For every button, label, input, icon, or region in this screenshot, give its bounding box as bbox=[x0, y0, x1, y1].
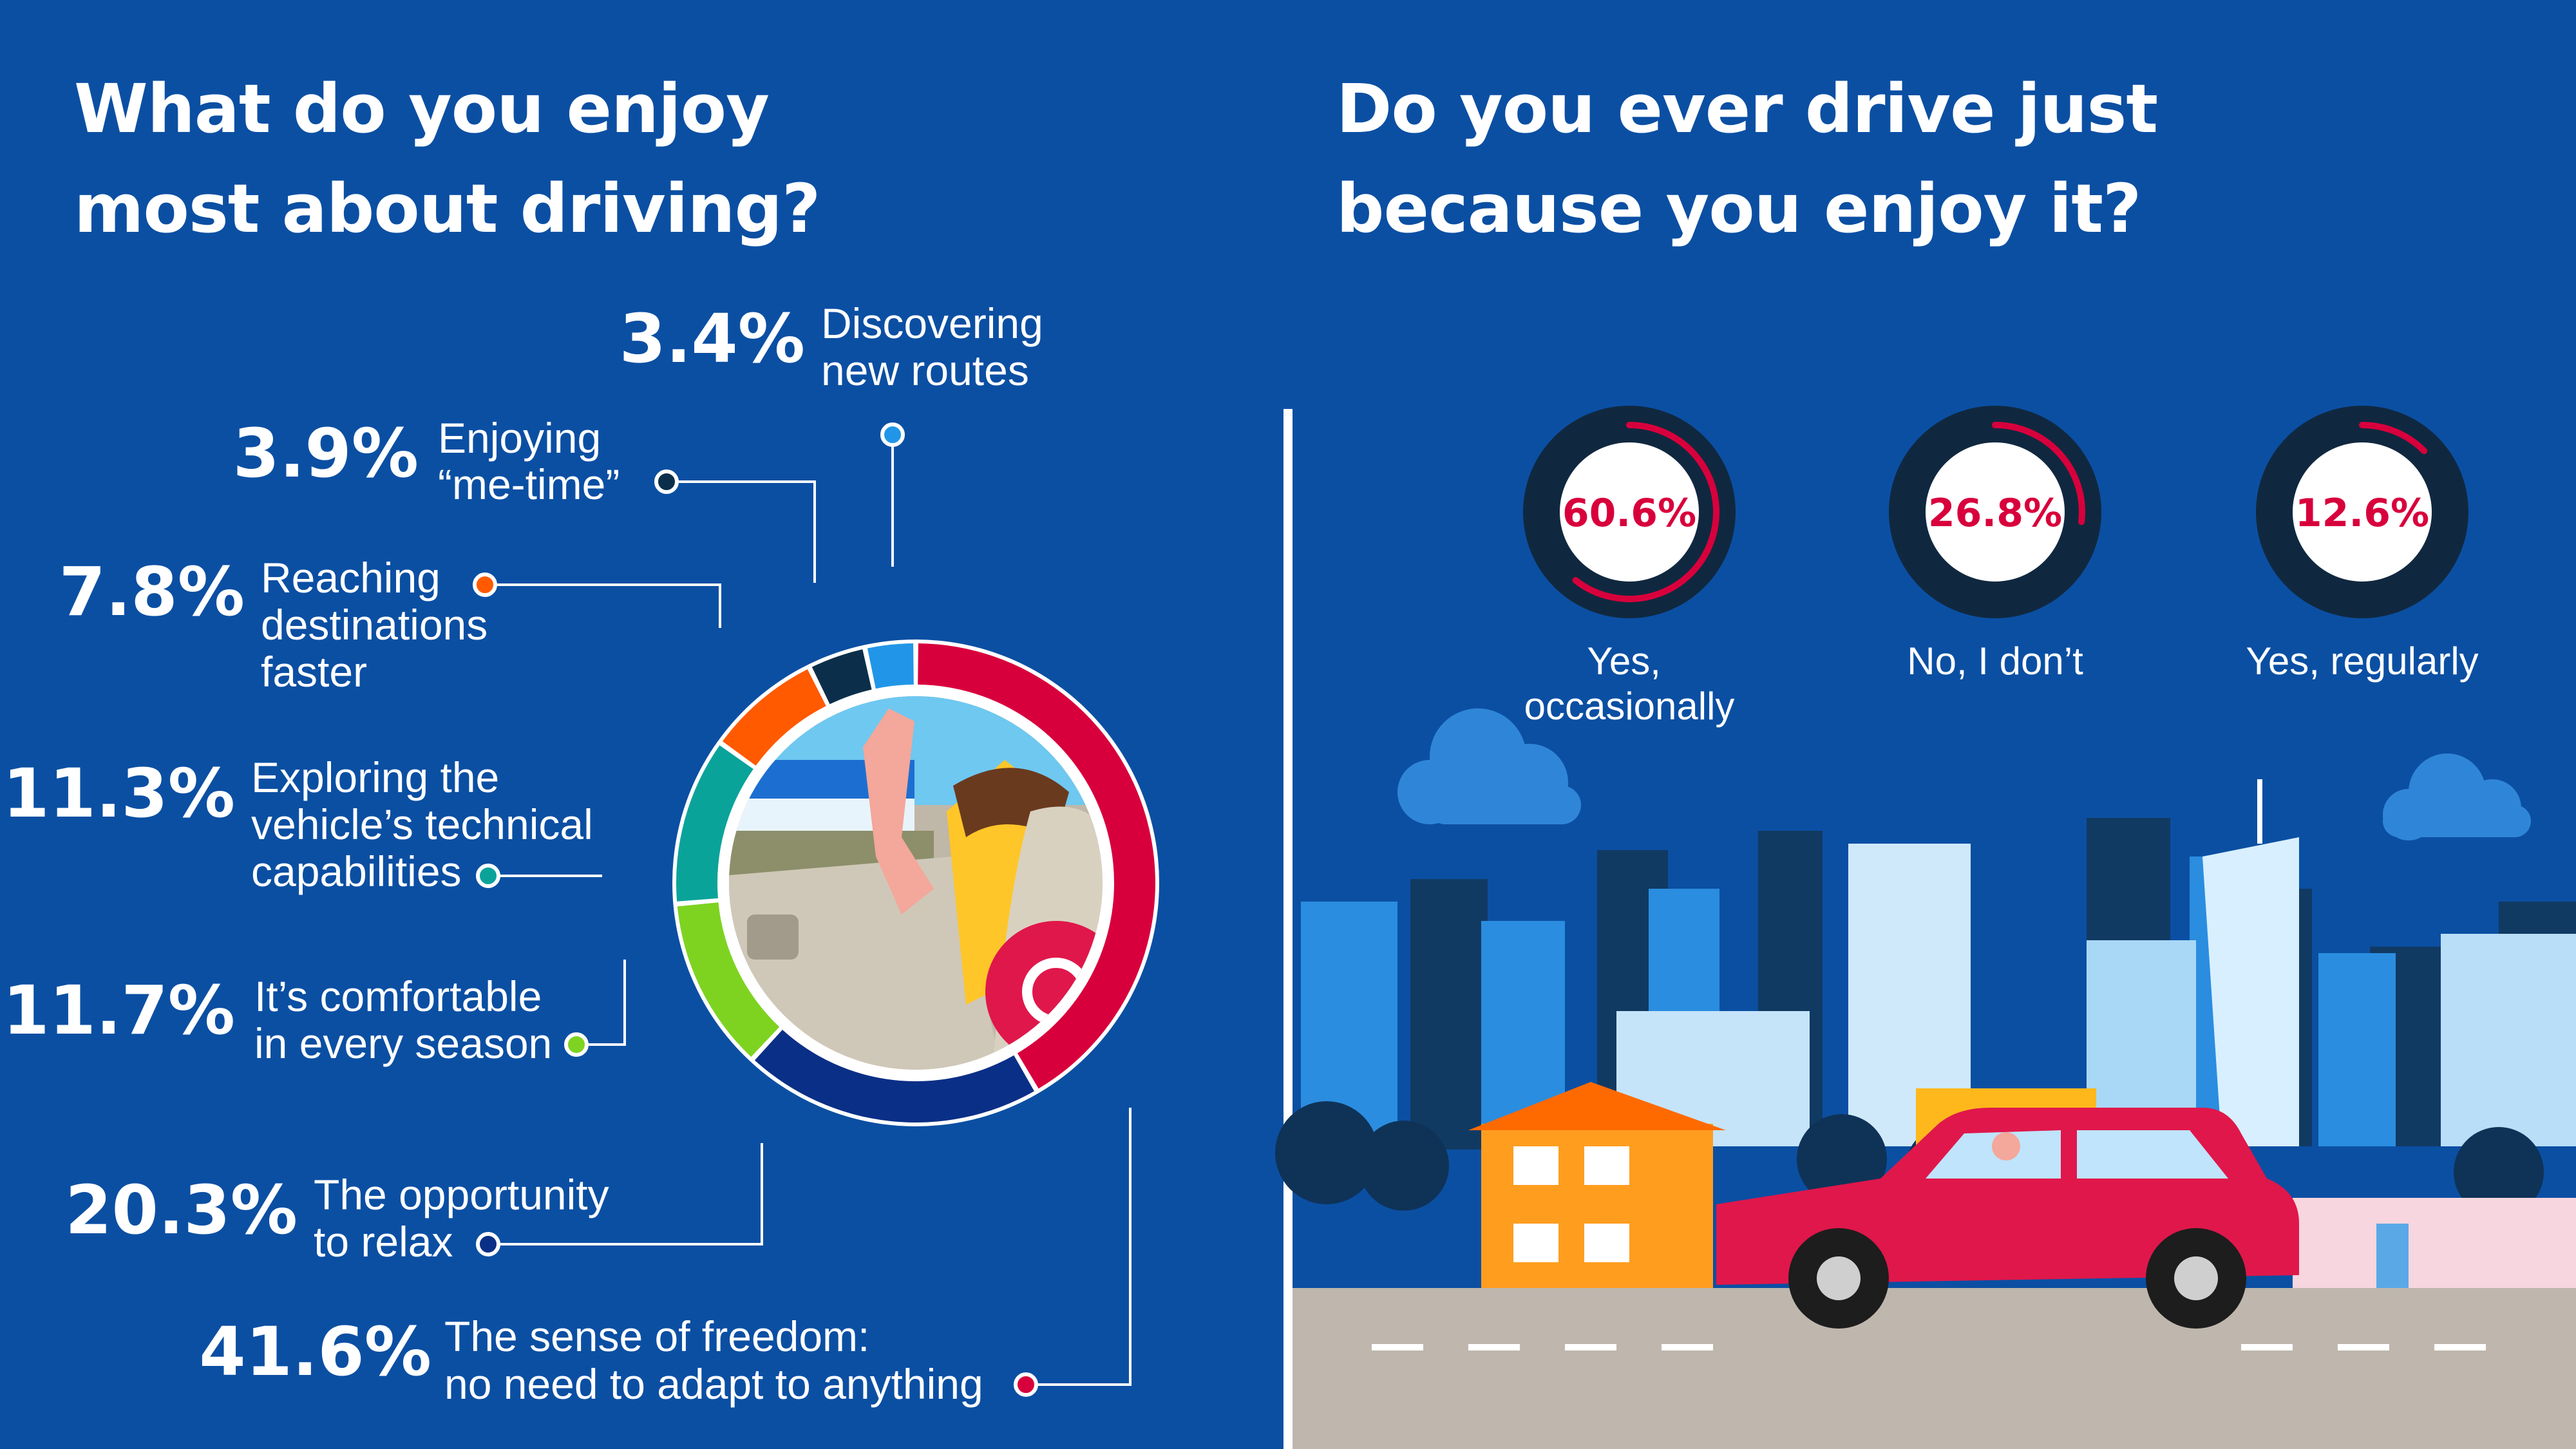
label-discovering-2: new routes bbox=[821, 346, 1029, 394]
label-faster-1: Reaching bbox=[261, 554, 440, 601]
label-faster-3: faster bbox=[261, 648, 367, 696]
dot-relax bbox=[476, 1232, 500, 1256]
label-freedom-2: no need to adapt to anything bbox=[444, 1360, 983, 1408]
dot-technical bbox=[476, 864, 500, 888]
label-freedom: The sense of freedom: no need to adapt t… bbox=[444, 1312, 983, 1408]
donut-slice-4 bbox=[722, 669, 826, 766]
ring-center-2 bbox=[2293, 442, 2432, 582]
ring-label-occasionally: Yes, occasionally bbox=[1524, 639, 1735, 728]
donut-slice-1 bbox=[754, 1030, 1034, 1123]
dot-freedom bbox=[1014, 1372, 1038, 1397]
ring-label-occasionally-2: occasionally bbox=[1524, 685, 1735, 728]
donut-slice-2 bbox=[677, 902, 780, 1057]
city-illustration bbox=[1275, 708, 2576, 1449]
road-markings bbox=[1372, 1344, 2486, 1350]
pct-me-time: 3.9% bbox=[233, 414, 419, 493]
connector-lines bbox=[485, 437, 1132, 1386]
label-relax: The opportunity to relax bbox=[314, 1171, 621, 1265]
label-technical-1: Exploring the bbox=[251, 753, 499, 801]
connector-faster bbox=[485, 583, 721, 628]
connector-comfortable bbox=[576, 960, 626, 1046]
glass-towers bbox=[1616, 779, 2576, 1146]
label-me-time: Enjoying “me-time” bbox=[438, 414, 620, 508]
clouds bbox=[1397, 708, 2531, 840]
donut-slice-3 bbox=[676, 745, 753, 902]
label-faster-2: destinations bbox=[261, 601, 488, 649]
label-comfortable: It’s comfortable in every season bbox=[254, 972, 554, 1067]
pct-freedom: 41.6% bbox=[199, 1312, 431, 1391]
label-me-time-1: Enjoying bbox=[438, 414, 601, 462]
pct-faster: 7.8% bbox=[59, 553, 245, 631]
pct-technical: 11.3% bbox=[3, 754, 235, 833]
dot-faster bbox=[473, 573, 497, 597]
red-car bbox=[1716, 1108, 2299, 1329]
right-title-line-2: because you enjoy it? bbox=[1336, 169, 2141, 248]
label-discovering-1: Discovering bbox=[821, 299, 1043, 347]
label-comfortable-2: in every season bbox=[254, 1019, 552, 1067]
ring-label-no: No, I don’t bbox=[1907, 639, 2083, 683]
right-title: Do you ever drive just because you enjoy… bbox=[1336, 70, 2180, 248]
ring-value-0: 60.6% bbox=[1562, 491, 1696, 536]
donut-slice-0 bbox=[918, 643, 1155, 1089]
connector-me-time bbox=[667, 480, 816, 583]
left-title-line-2: most about driving? bbox=[74, 169, 820, 248]
left-title: What do you enjoy most about driving? bbox=[74, 70, 820, 248]
ring-label-no-1: No, I don’t bbox=[1907, 639, 2083, 683]
ring-arc-1 bbox=[1992, 422, 2085, 526]
ring-arc-2 bbox=[2359, 422, 2428, 455]
connector-freedom bbox=[1026, 1108, 1132, 1386]
connector-relax bbox=[488, 1143, 763, 1245]
dot-discovering bbox=[880, 422, 905, 447]
left-title-line-1: What do you enjoy bbox=[74, 70, 769, 148]
label-technical: Exploring the vehicle’s technical capabi… bbox=[251, 753, 605, 895]
label-technical-2: vehicle’s technical bbox=[251, 800, 593, 848]
ring-center-0 bbox=[1560, 442, 1699, 582]
dot-comfortable bbox=[564, 1032, 589, 1057]
ring-value-2: 12.6% bbox=[2295, 491, 2429, 536]
progress-rings: 60.6% 26.8% 12.6% bbox=[1523, 406, 2468, 618]
donut-slices bbox=[676, 643, 1155, 1123]
dot-me-time bbox=[654, 469, 679, 494]
panel-divider bbox=[1283, 409, 1293, 1449]
label-freedom-1: The sense of freedom: bbox=[444, 1312, 869, 1360]
donut-slice-6 bbox=[867, 643, 914, 689]
label-me-time-2: “me-time” bbox=[438, 460, 620, 508]
label-technical-3: capabilities bbox=[251, 848, 462, 895]
right-title-line-1: Do you ever drive just bbox=[1336, 70, 2157, 148]
label-comfortable-1: It’s comfortable bbox=[254, 972, 542, 1020]
ring-arc-0 bbox=[1572, 422, 1719, 602]
ring-label-regularly-1: Yes, regularly bbox=[2246, 639, 2478, 683]
ring-label-regularly: Yes, regularly bbox=[2246, 639, 2478, 683]
label-discovering: Discovering new routes bbox=[821, 299, 1055, 394]
ring-center-1 bbox=[1926, 442, 2065, 582]
label-relax-1: The opportunity bbox=[314, 1171, 609, 1218]
donut-slice-5 bbox=[811, 649, 872, 705]
pct-comfortable: 11.7% bbox=[3, 971, 235, 1050]
road bbox=[1293, 1288, 2576, 1449]
ring-value-1: 26.8% bbox=[1928, 491, 2062, 536]
pct-discovering: 3.4% bbox=[620, 299, 805, 378]
donut-chart bbox=[672, 639, 1159, 1126]
pct-relax: 20.3% bbox=[65, 1171, 298, 1249]
ring-label-occasionally-1: Yes, bbox=[1587, 639, 1661, 683]
connector-dots bbox=[473, 422, 1038, 1397]
label-relax-2: to relax bbox=[314, 1218, 453, 1265]
label-faster: Reaching destinations faster bbox=[261, 554, 500, 696]
